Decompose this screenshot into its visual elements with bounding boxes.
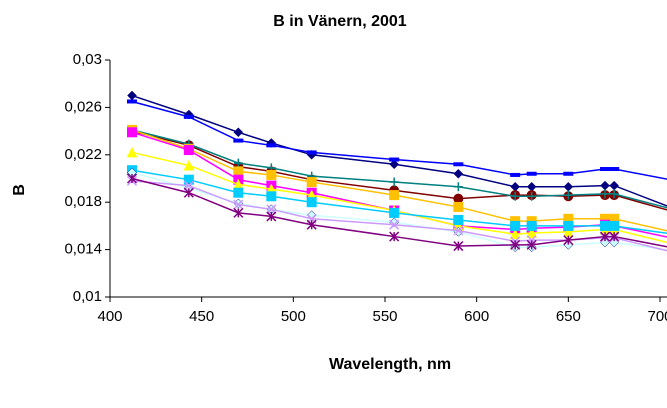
y-tick-label: 0,01 — [73, 288, 102, 305]
marker — [526, 181, 537, 192]
marker — [126, 146, 138, 158]
marker — [453, 193, 464, 204]
marker — [563, 220, 574, 231]
marker — [233, 127, 244, 138]
marker — [266, 211, 277, 222]
y-tick-label: 0,022 — [64, 146, 102, 163]
marker — [510, 220, 521, 231]
marker — [609, 167, 620, 172]
marker — [183, 145, 194, 156]
x-tick-label: 650 — [556, 308, 581, 325]
marker — [233, 187, 244, 198]
marker — [183, 187, 194, 198]
marker — [526, 235, 537, 246]
x-tick-label: 600 — [464, 308, 489, 325]
marker — [233, 207, 244, 218]
marker — [453, 225, 464, 236]
x-tick-label: 450 — [189, 308, 214, 325]
marker — [609, 220, 620, 231]
marker — [609, 231, 620, 242]
marker — [233, 166, 244, 177]
marker — [389, 207, 400, 218]
marker — [127, 90, 137, 101]
y-tick-label: 0,018 — [64, 193, 102, 210]
marker — [183, 159, 195, 171]
marker — [266, 191, 277, 202]
marker — [453, 241, 464, 252]
series-line — [131, 151, 667, 244]
chart-title: B in Vänern, 2001 — [273, 13, 406, 30]
marker — [127, 99, 137, 104]
marker — [183, 180, 194, 191]
marker — [510, 239, 521, 250]
marker — [389, 159, 400, 170]
marker — [600, 189, 610, 199]
marker — [389, 231, 400, 242]
marker — [527, 191, 537, 201]
marker — [609, 180, 620, 191]
marker — [600, 180, 610, 191]
marker — [510, 172, 521, 177]
x-tick-label: 500 — [281, 308, 306, 325]
x-tick-label: 700 — [647, 308, 667, 325]
marker — [306, 219, 317, 230]
marker — [563, 235, 574, 246]
marker — [389, 219, 400, 230]
x-tick-label: 400 — [97, 308, 122, 325]
marker — [600, 220, 610, 231]
marker — [266, 143, 277, 148]
marker — [563, 190, 573, 200]
y-tick-label: 0,03 — [73, 51, 102, 68]
marker — [266, 204, 277, 215]
marker — [509, 228, 521, 240]
marker — [306, 150, 317, 155]
marker — [453, 168, 464, 179]
marker — [526, 220, 537, 231]
marker — [389, 177, 399, 187]
marker — [266, 169, 277, 180]
marker — [453, 201, 464, 212]
x-tick-label: 550 — [372, 308, 397, 325]
marker — [510, 191, 520, 201]
marker — [233, 199, 244, 210]
marker — [183, 114, 194, 119]
marker — [389, 190, 400, 201]
marker — [306, 177, 317, 188]
marker — [526, 227, 537, 239]
marker — [233, 158, 243, 168]
y-tick-label: 0,014 — [64, 241, 102, 258]
marker — [389, 157, 400, 162]
marker — [453, 162, 464, 167]
y-axis-label: B — [11, 184, 28, 196]
marker — [599, 231, 611, 242]
series-line — [131, 100, 667, 180]
marker — [526, 239, 537, 250]
marker — [510, 181, 521, 192]
marker — [609, 189, 619, 199]
x-axis-label: Wavelength, nm — [329, 356, 451, 373]
marker — [126, 173, 138, 184]
marker — [453, 214, 464, 225]
marker — [563, 171, 574, 176]
marker — [563, 181, 574, 192]
marker — [306, 197, 317, 208]
marker — [233, 138, 244, 143]
marker — [526, 171, 537, 176]
y-tick-label: 0,026 — [64, 98, 102, 115]
marker — [127, 127, 137, 138]
marker — [600, 167, 610, 172]
marker — [453, 182, 463, 192]
